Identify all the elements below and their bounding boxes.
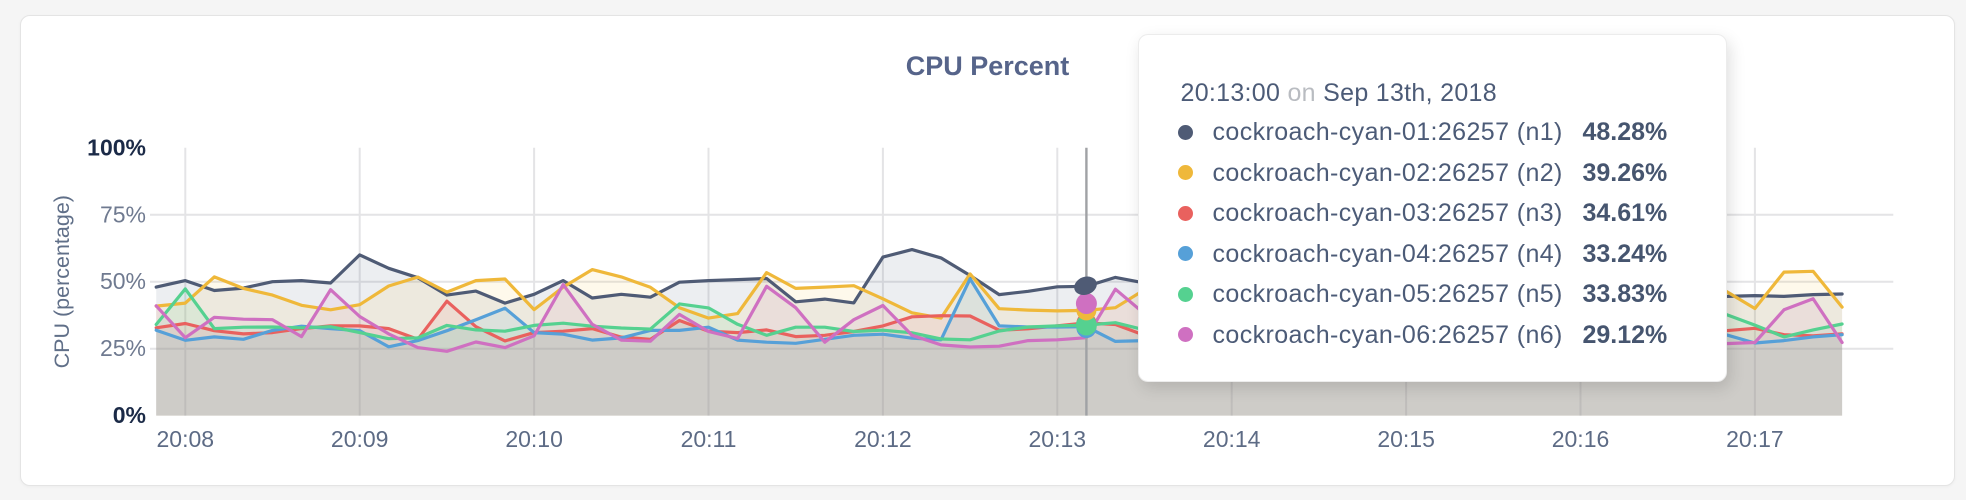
svg-text:100%: 100% (87, 134, 146, 160)
svg-text:25%: 25% (100, 335, 146, 361)
svg-text:20:13: 20:13 (1029, 426, 1087, 452)
svg-text:20:15: 20:15 (1377, 426, 1435, 452)
svg-text:20:11: 20:11 (681, 426, 737, 452)
svg-text:20:16: 20:16 (1552, 426, 1610, 452)
svg-text:50%: 50% (100, 268, 146, 294)
svg-text:20:12: 20:12 (854, 426, 912, 452)
svg-text:20:09: 20:09 (331, 426, 389, 452)
svg-text:20:14: 20:14 (1203, 426, 1261, 452)
svg-text:75%: 75% (100, 201, 146, 227)
svg-text:20:10: 20:10 (505, 426, 563, 452)
svg-text:0%: 0% (113, 402, 146, 428)
svg-text:20:08: 20:08 (157, 426, 215, 452)
svg-text:CPU (percentage): CPU (percentage) (50, 195, 74, 368)
svg-text:20:17: 20:17 (1726, 426, 1784, 452)
